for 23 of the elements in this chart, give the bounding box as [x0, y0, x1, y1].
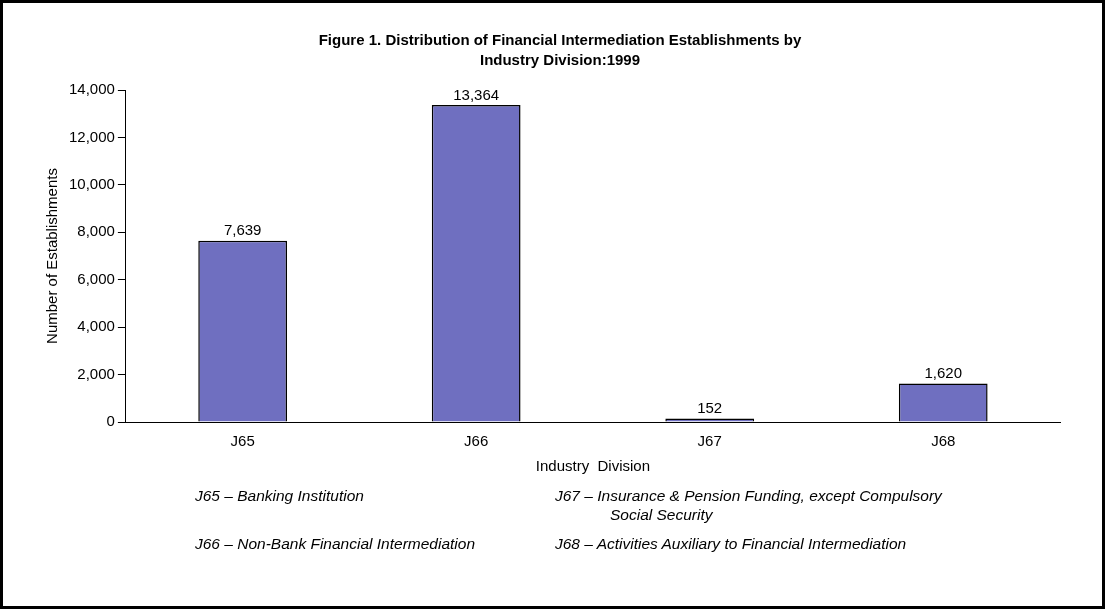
y-tick-label: 0: [106, 412, 115, 430]
x-tick-label: J66: [464, 432, 489, 450]
y-tick-label: 2,000: [77, 364, 115, 382]
text: J67 – Insurance & Pension Funding, except Compulsory Social Security: [555, 486, 944, 524]
y-tick-label: 6,000: [77, 269, 115, 287]
y-tick-label: 8,000: [77, 222, 115, 240]
y-tick-label: 4,000: [77, 317, 115, 335]
data-label: 7,639: [223, 221, 262, 239]
data-label: 1,620: [924, 364, 963, 382]
y-axis-title: Number of Establishments: [43, 168, 61, 344]
y-tick-label: 10,000: [68, 175, 115, 192]
text: J66 – Non-Bank Financial Intermediation: [195, 534, 476, 553]
text: J68 – Activities Auxiliary to Financial Intermediation: [555, 534, 908, 553]
text: J65 – Banking Institution: [195, 486, 365, 506]
y-tick-label: 14,000: [68, 80, 115, 98]
x-tick-label: J68: [931, 432, 956, 450]
data-label: 152: [697, 399, 723, 417]
x-axis-title: Industry Division: [535, 457, 651, 475]
x-tick-label: J67: [697, 432, 722, 450]
chart-title: Figure 1. Distribution of Financial Intermediation Establishments by Industry Division:1999: [317, 30, 803, 70]
x-tick-label: J65: [230, 432, 255, 450]
data-label: 13,364: [453, 85, 500, 103]
y-tick-label: 12,000: [68, 127, 115, 145]
